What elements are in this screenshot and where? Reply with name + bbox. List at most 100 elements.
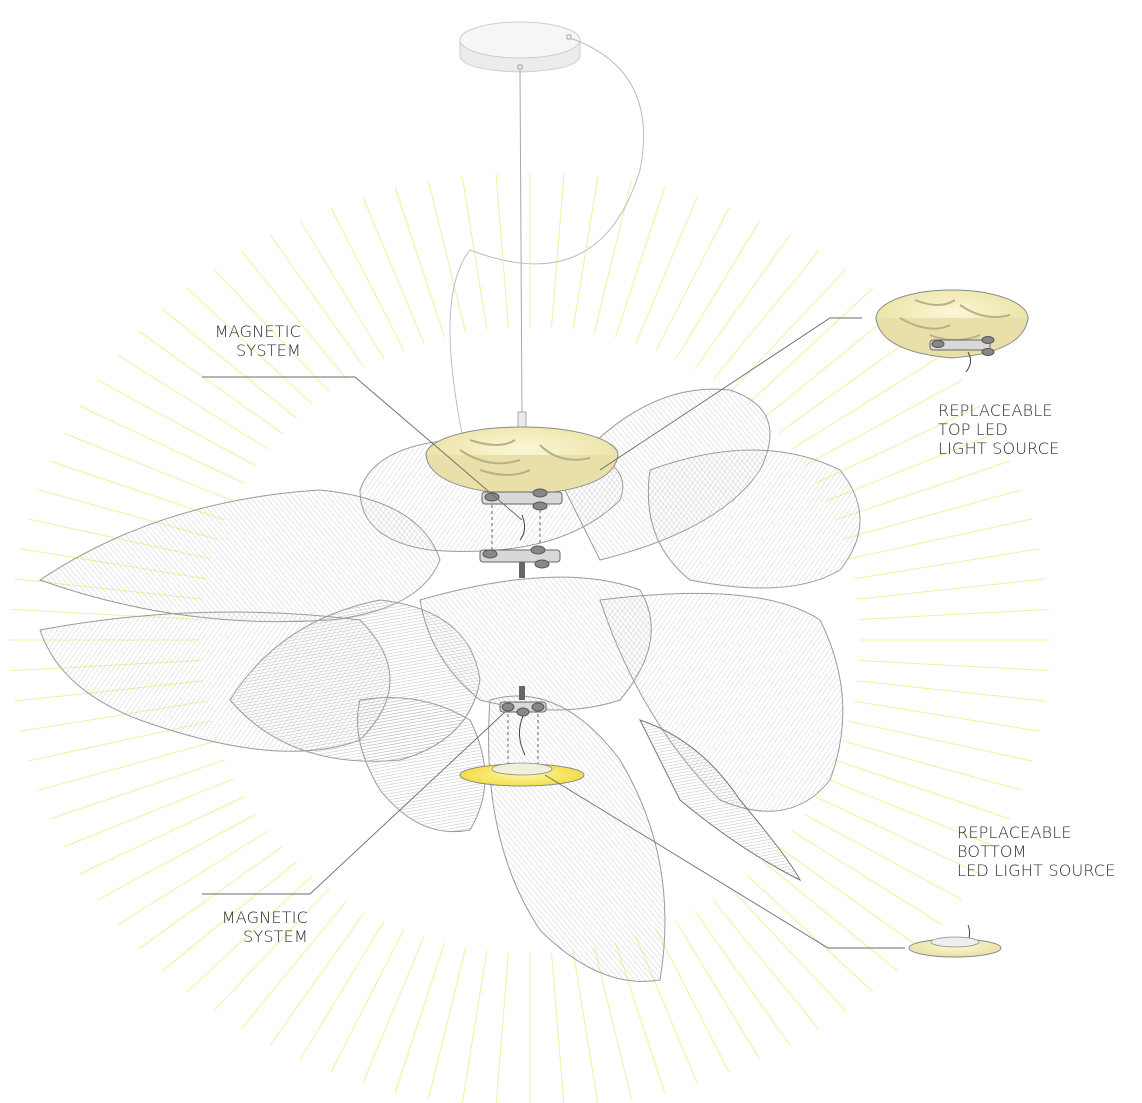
label-replaceable-top-led: REPLACEABLE TOP LED LIGHT SOURCE — [938, 401, 1059, 458]
light-ray — [299, 220, 385, 360]
light-ray — [747, 287, 874, 405]
label-line: REPLACEABLE — [938, 401, 1053, 420]
light-ray — [848, 720, 1033, 762]
light-ray — [63, 432, 235, 502]
light-ray — [763, 861, 899, 972]
callout-bottom-led — [544, 774, 905, 949]
light-ray — [777, 846, 922, 949]
light-ray — [186, 287, 313, 405]
light-ray — [572, 175, 599, 330]
light-ray — [138, 846, 283, 949]
callout-lines — [202, 317, 905, 949]
label-magnetic-system-bottom: MAGNETIC SYSTEM — [200, 908, 308, 946]
light-ray — [848, 518, 1033, 560]
label-line: REPLACEABLE — [957, 823, 1072, 842]
light-ray — [635, 196, 698, 344]
light-ray — [186, 875, 313, 993]
light-ray — [853, 548, 1041, 580]
label-line: BOTTOM — [957, 842, 1027, 861]
light-ray — [712, 900, 820, 1030]
light-ray — [853, 700, 1041, 732]
magnetic-system-top — [479, 488, 563, 578]
light-ray — [694, 234, 791, 369]
light-ray — [394, 187, 446, 338]
label-line: LIGHT SOURCE — [938, 439, 1060, 458]
callout-magnetic-bottom — [202, 711, 506, 895]
callout-top-led — [599, 317, 862, 471]
light-ray — [330, 929, 405, 1073]
light-ray — [117, 830, 269, 926]
light-ray — [299, 920, 385, 1060]
label-replaceable-bottom-led: REPLACEABLE BOTTOM LED LIGHT SOURCE — [957, 823, 1116, 880]
light-ray — [79, 405, 245, 484]
light-ray — [117, 354, 269, 450]
light-ray — [97, 813, 256, 901]
light-ray — [593, 180, 632, 333]
light-ray — [551, 952, 565, 1103]
light-ray — [804, 379, 963, 467]
light-ray — [461, 950, 488, 1103]
light-ray — [138, 331, 283, 434]
label-line: MAGNETIC — [221, 908, 308, 927]
light-ray — [495, 952, 509, 1103]
light-ray — [834, 460, 1011, 521]
cable-connector — [517, 411, 527, 429]
light-ray — [747, 875, 874, 993]
light-ray — [49, 759, 226, 820]
magnetic-system-bottom — [499, 686, 547, 765]
light-ray — [362, 196, 425, 344]
light-ray — [675, 220, 761, 360]
light-ray — [213, 888, 330, 1012]
light-ray — [857, 578, 1046, 600]
light-ray — [461, 175, 488, 330]
light-ray — [655, 929, 730, 1073]
light-ray — [655, 207, 730, 351]
light-ray — [213, 268, 330, 392]
top-led-source-mounted — [425, 426, 619, 496]
light-ray — [842, 740, 1023, 791]
label-line: SYSTEM — [243, 927, 308, 946]
light-ray — [825, 432, 997, 502]
suspension-cable — [519, 69, 523, 421]
light-ray — [857, 680, 1046, 702]
power-cable — [449, 37, 645, 471]
light-ray — [362, 936, 425, 1084]
light-ray — [859, 608, 1049, 620]
light-ray — [161, 308, 297, 419]
light-ray — [675, 920, 761, 1060]
light-ray — [815, 796, 981, 875]
light-ray — [730, 888, 847, 1012]
light-ray — [763, 308, 899, 419]
light-ray — [161, 861, 297, 972]
light-ray — [777, 331, 922, 434]
light-ray — [330, 207, 405, 351]
label-line: MAGNETIC — [214, 322, 301, 341]
light-ray — [712, 250, 820, 380]
bottom-led-source-mounted — [459, 762, 585, 787]
light-ray — [572, 950, 599, 1103]
light-ray — [834, 759, 1011, 820]
label-magnetic-system-top: MAGNETIC SYSTEM — [196, 322, 301, 360]
light-ray — [495, 172, 509, 328]
light-ray — [791, 354, 943, 450]
light-ray — [551, 172, 565, 328]
light-ray — [240, 900, 348, 1030]
ceiling-canopy — [459, 21, 581, 73]
light-ray — [694, 911, 791, 1046]
label-line: LED LIGHT SOURCE — [957, 861, 1116, 880]
light-ray — [394, 942, 446, 1093]
light-ray — [428, 947, 467, 1100]
light-ray — [859, 660, 1049, 672]
light-ray — [614, 187, 666, 338]
light-ray — [804, 813, 963, 901]
label-line: SYSTEM — [236, 341, 301, 360]
light-ray — [269, 234, 366, 369]
light-ray — [37, 740, 218, 791]
light-ray — [97, 379, 256, 467]
light-ray — [825, 778, 997, 848]
light-ray — [815, 405, 981, 484]
light-ray — [269, 911, 366, 1046]
light-ray — [79, 796, 245, 875]
callout-magnetic-top — [202, 376, 523, 521]
